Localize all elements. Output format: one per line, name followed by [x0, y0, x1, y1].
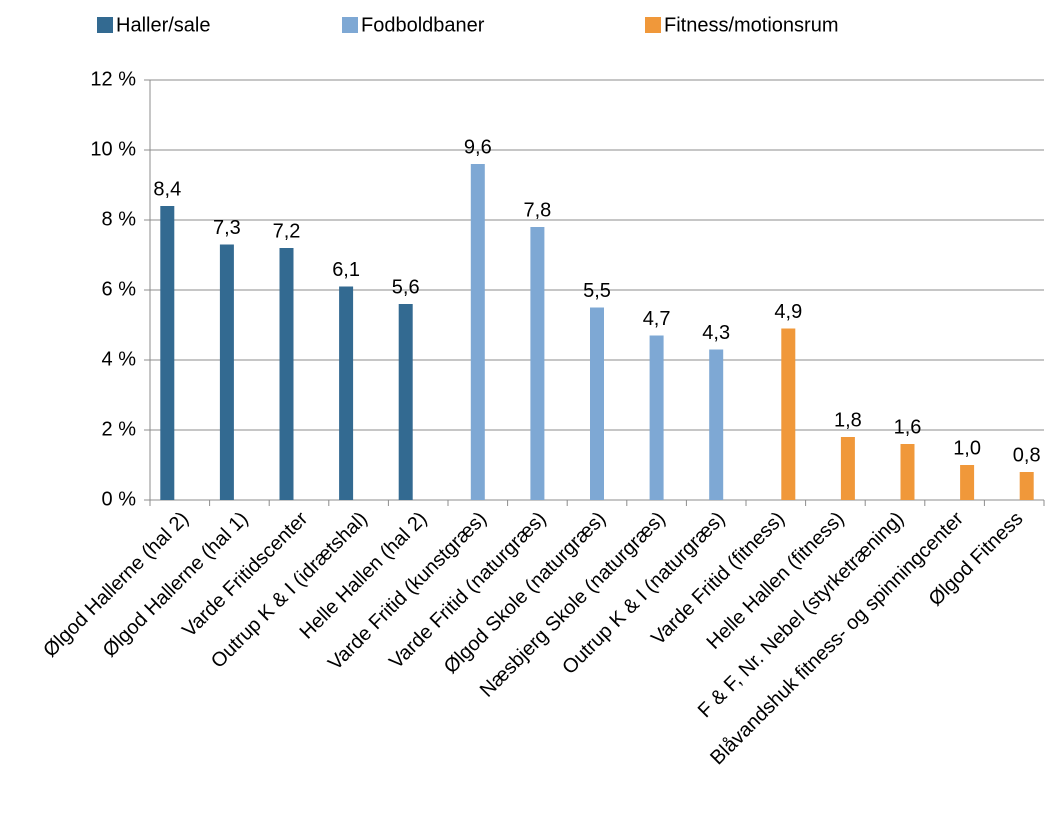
legend-swatch: [342, 17, 358, 33]
y-tick-label: 0 %: [102, 488, 137, 510]
value-label: 0,8: [1013, 444, 1041, 466]
y-tick-label: 6 %: [102, 278, 137, 300]
legend-label: Fodboldbaner: [361, 14, 485, 36]
value-label: 5,6: [392, 276, 420, 298]
value-label: 7,3: [213, 217, 241, 239]
value-label: 9,6: [464, 136, 492, 158]
value-label: 5,5: [583, 280, 611, 302]
y-tick-label: 10 %: [90, 138, 136, 160]
value-label: 1,8: [834, 409, 862, 431]
value-label: 4,7: [643, 308, 671, 330]
y-tick-label: 2 %: [102, 418, 137, 440]
y-tick-label: 12 %: [90, 68, 136, 90]
bar: [339, 286, 354, 500]
bar: [709, 349, 724, 500]
bar: [840, 437, 855, 500]
legend-label: Haller/sale: [116, 14, 210, 36]
y-tick-label: 8 %: [102, 208, 137, 230]
bar: [398, 304, 413, 500]
value-label: 1,6: [894, 416, 922, 438]
legend-swatch: [97, 17, 113, 33]
bar: [900, 444, 915, 500]
bar: [960, 465, 975, 500]
value-label: 4,9: [774, 301, 802, 323]
value-label: 4,3: [702, 322, 730, 344]
bar: [530, 227, 545, 500]
bar: [781, 328, 796, 500]
legend-label: Fitness/motionsrum: [664, 14, 839, 36]
value-label: 7,2: [273, 220, 301, 242]
value-label: 6,1: [332, 259, 360, 281]
value-label: 7,8: [523, 199, 551, 221]
value-label: 8,4: [153, 178, 181, 200]
value-label: 1,0: [953, 437, 981, 459]
bar: [279, 248, 294, 500]
bar: [470, 164, 485, 500]
bar: [649, 335, 664, 500]
bar: [160, 206, 175, 500]
legend-swatch: [645, 17, 661, 33]
bar: [590, 307, 604, 500]
bar: [219, 244, 234, 500]
y-tick-label: 4 %: [102, 348, 137, 370]
bar: [1019, 472, 1034, 500]
